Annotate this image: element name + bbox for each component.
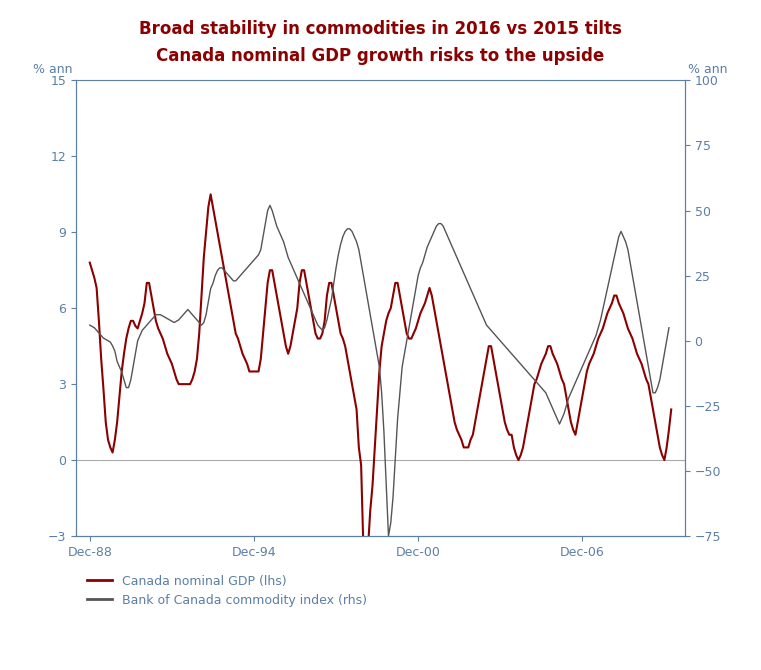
Text: % ann: % ann	[33, 63, 73, 76]
Text: Canada nominal GDP growth risks to the upside: Canada nominal GDP growth risks to the u…	[156, 47, 605, 65]
Text: % ann: % ann	[688, 63, 728, 76]
Text: Broad stability in commodities in 2016 vs 2015 tilts: Broad stability in commodities in 2016 v…	[139, 20, 622, 38]
Legend: Canada nominal GDP (lhs), Bank of Canada commodity index (rhs): Canada nominal GDP (lhs), Bank of Canada…	[82, 570, 372, 612]
